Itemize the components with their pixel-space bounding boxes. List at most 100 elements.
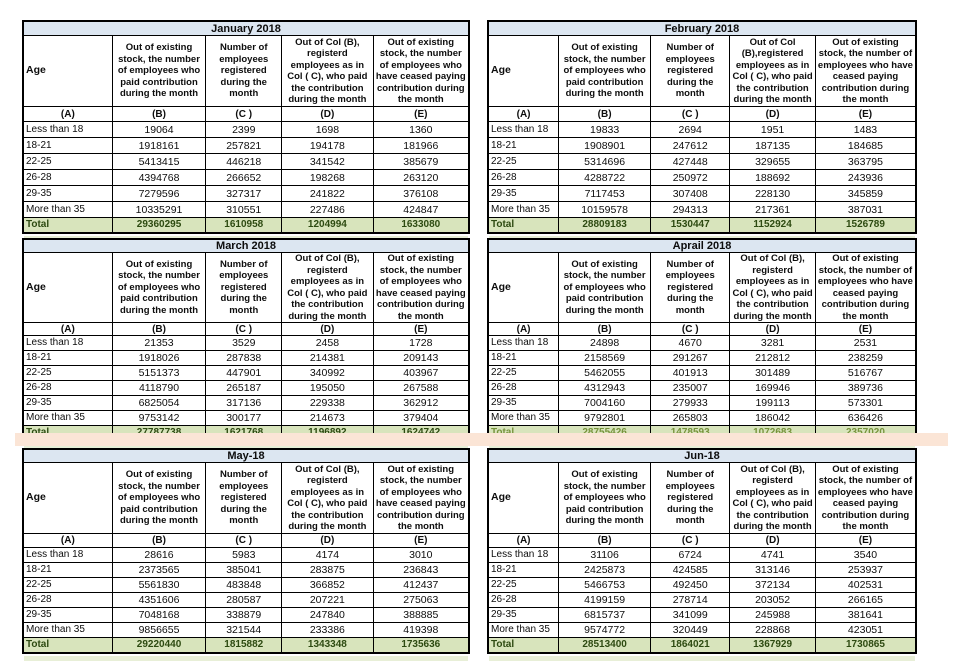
value-cell: 401913 xyxy=(650,365,731,381)
column-header: Out of existing stock, the number of emp… xyxy=(814,462,917,534)
value-cell: 1360 xyxy=(372,121,470,138)
value-cell: 381641 xyxy=(814,607,917,623)
value-cell: 169946 xyxy=(729,380,816,396)
value-cell: 228130 xyxy=(729,185,816,202)
monthly-contribution-table: January 2018 Age Out of existing stock, t… xyxy=(22,20,470,234)
value-cell: 9792801 xyxy=(558,410,652,426)
value-cell: 263120 xyxy=(372,169,470,186)
value-cell: 5983 xyxy=(205,547,283,563)
value-cell: 341542 xyxy=(281,153,374,170)
value-cell: 186042 xyxy=(729,410,816,426)
value-cell: 447901 xyxy=(205,365,283,381)
value-cell: 313146 xyxy=(729,562,816,578)
column-letter-cell: (E) xyxy=(372,533,470,548)
column-letter-cell: (D) xyxy=(729,322,816,336)
value-cell: 4394768 xyxy=(111,169,207,186)
total-row: Total 29360295 1610958 1204994 1633080 xyxy=(22,217,470,234)
column-header: Out of Col (B),registered employees as i… xyxy=(729,35,816,107)
table-may-2018: May-18 Age Out of existing stock, the num… xyxy=(22,448,470,661)
column-letter-cell: (C ) xyxy=(205,106,283,122)
table-row: More than 35 10335291 310551 227486 424847 xyxy=(22,201,470,218)
value-cell: 279933 xyxy=(650,395,731,411)
value-cell: 363795 xyxy=(814,153,917,170)
value-cell: 424847 xyxy=(372,201,470,218)
column-letter-cell: (B) xyxy=(558,322,652,336)
column-letter-cell: (B) xyxy=(558,106,652,122)
total-value-cell: 28809183 xyxy=(558,217,652,234)
table-row: 18-21 2425873 424585 313146 253937 xyxy=(487,562,917,578)
monthly-contribution-table: May-18 Age Out of existing stock, the num… xyxy=(22,448,470,654)
total-value-cell: 1735636 xyxy=(372,637,470,654)
age-cell: 18-21 xyxy=(487,350,560,366)
value-cell: 2458 xyxy=(281,335,374,351)
table-row: 18-21 2158569 291267 212812 238259 xyxy=(487,350,917,366)
column-letters-row: (A) (B) (C ) (D) (E) xyxy=(487,322,917,336)
age-cell: 18-21 xyxy=(487,137,560,154)
column-header: Out of existing stock, the number of emp… xyxy=(372,462,470,534)
table-row: More than 35 9792801 265803 186042 636426 xyxy=(487,410,917,426)
column-letter-cell: (E) xyxy=(814,533,917,548)
value-cell: 31106 xyxy=(558,547,652,563)
table-january-2018: January 2018 Age Out of existing stock, t… xyxy=(22,20,470,241)
age-cell: Less than 18 xyxy=(487,121,560,138)
column-header: Out of Col (B), registerd employees as i… xyxy=(729,252,816,323)
column-letter-cell: (C ) xyxy=(205,533,283,548)
value-cell: 235007 xyxy=(650,380,731,396)
value-cell: 7279596 xyxy=(111,185,207,202)
age-cell: More than 35 xyxy=(487,410,560,426)
table-row: Less than 18 19064 2399 1698 1360 xyxy=(22,121,470,138)
column-header: Out of existing stock, the number of emp… xyxy=(814,252,917,323)
column-header: Number of employees registered during th… xyxy=(205,252,283,323)
column-letters-row: (A) (B) (C ) (D) (E) xyxy=(487,533,917,548)
value-cell: 1728 xyxy=(372,335,470,351)
value-cell: 427448 xyxy=(650,153,731,170)
ghost-row-artifact xyxy=(24,656,468,661)
value-cell: 181966 xyxy=(372,137,470,154)
value-cell: 9574772 xyxy=(558,622,652,638)
table-title: January 2018 xyxy=(22,20,470,36)
total-row: Total 28513400 1864021 1367929 1730865 xyxy=(487,637,917,654)
value-cell: 283875 xyxy=(281,562,374,578)
age-cell: Less than 18 xyxy=(487,335,560,351)
column-letter-cell: (B) xyxy=(558,533,652,548)
age-cell: Less than 18 xyxy=(487,547,560,563)
value-cell: 247612 xyxy=(650,137,731,154)
value-cell: 5466753 xyxy=(558,577,652,593)
age-column-header: Age xyxy=(22,35,113,107)
value-cell: 317136 xyxy=(205,395,283,411)
table-row: 18-21 1908901 247612 187135 184685 xyxy=(487,137,917,154)
table-row: 18-21 1918026 287838 214381 209143 xyxy=(22,350,470,366)
value-cell: 195050 xyxy=(281,380,374,396)
table-february-2018: February 2018 Age Out of existing stock, … xyxy=(487,20,917,241)
table-title: March 2018 xyxy=(22,238,470,253)
value-cell: 2158569 xyxy=(558,350,652,366)
value-cell: 329655 xyxy=(729,153,816,170)
table-row: 18-21 1918161 257821 194178 181966 xyxy=(22,137,470,154)
value-cell: 2373565 xyxy=(111,562,207,578)
table-row: Less than 18 21353 3529 2458 1728 xyxy=(22,335,470,351)
value-cell: 5151373 xyxy=(111,365,207,381)
column-letters-row: (A) (B) (C ) (D) (E) xyxy=(22,106,470,122)
table-march-2018: March 2018 Age Out of existing stock, the… xyxy=(22,238,470,448)
value-cell: 4174 xyxy=(281,547,374,563)
value-cell: 340992 xyxy=(281,365,374,381)
value-cell: 265187 xyxy=(205,380,283,396)
value-cell: 24898 xyxy=(558,335,652,351)
value-cell: 4741 xyxy=(729,547,816,563)
value-cell: 294313 xyxy=(650,201,731,218)
value-cell: 19064 xyxy=(111,121,207,138)
value-cell: 266652 xyxy=(205,169,283,186)
column-letter-cell: (C ) xyxy=(650,322,731,336)
value-cell: 5413415 xyxy=(111,153,207,170)
value-cell: 1483 xyxy=(814,121,917,138)
value-cell: 6815737 xyxy=(558,607,652,623)
value-cell: 310551 xyxy=(205,201,283,218)
table-title-row: January 2018 xyxy=(22,20,470,36)
table-title: February 2018 xyxy=(487,20,917,36)
value-cell: 492450 xyxy=(650,577,731,593)
value-cell: 257821 xyxy=(205,137,283,154)
age-cell: More than 35 xyxy=(22,201,113,218)
value-cell: 7117453 xyxy=(558,185,652,202)
value-cell: 238259 xyxy=(814,350,917,366)
column-header: Number of employees registered during th… xyxy=(650,35,731,107)
